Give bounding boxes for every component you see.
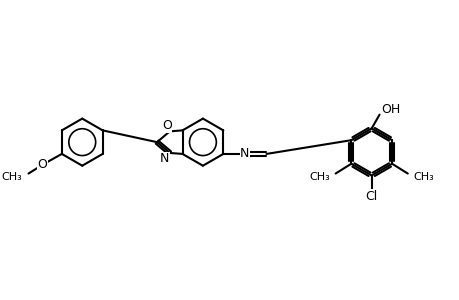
Text: O: O [37, 158, 47, 171]
Text: CH₃: CH₃ [2, 172, 22, 182]
Text: CH₃: CH₃ [413, 172, 433, 182]
Text: Cl: Cl [365, 190, 377, 202]
Text: CH₃: CH₃ [308, 172, 329, 182]
Text: N: N [240, 147, 249, 161]
Text: OH: OH [381, 103, 400, 116]
Text: O: O [162, 119, 171, 132]
Text: N: N [160, 152, 169, 165]
